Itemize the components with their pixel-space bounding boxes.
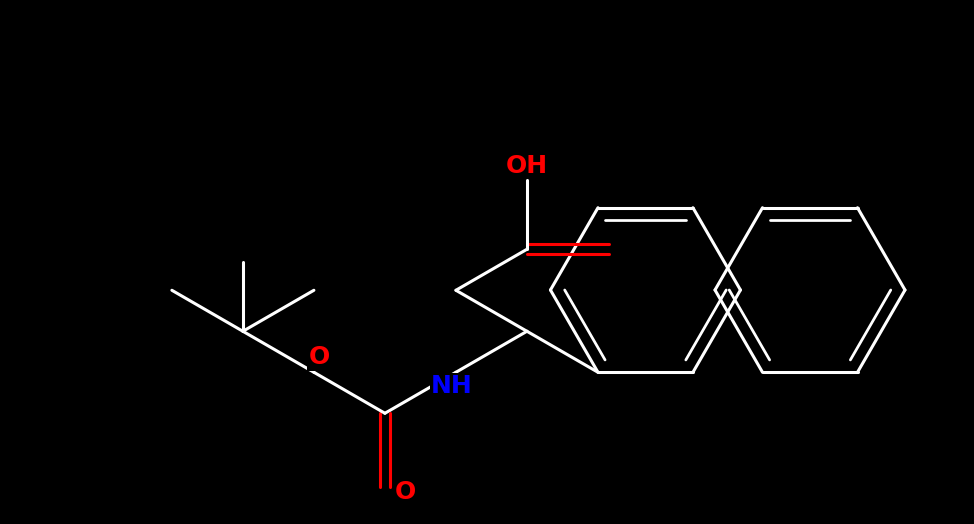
Text: NH: NH xyxy=(431,374,472,398)
Text: O: O xyxy=(394,480,416,504)
Text: OH: OH xyxy=(506,154,548,178)
Text: O: O xyxy=(309,345,329,369)
